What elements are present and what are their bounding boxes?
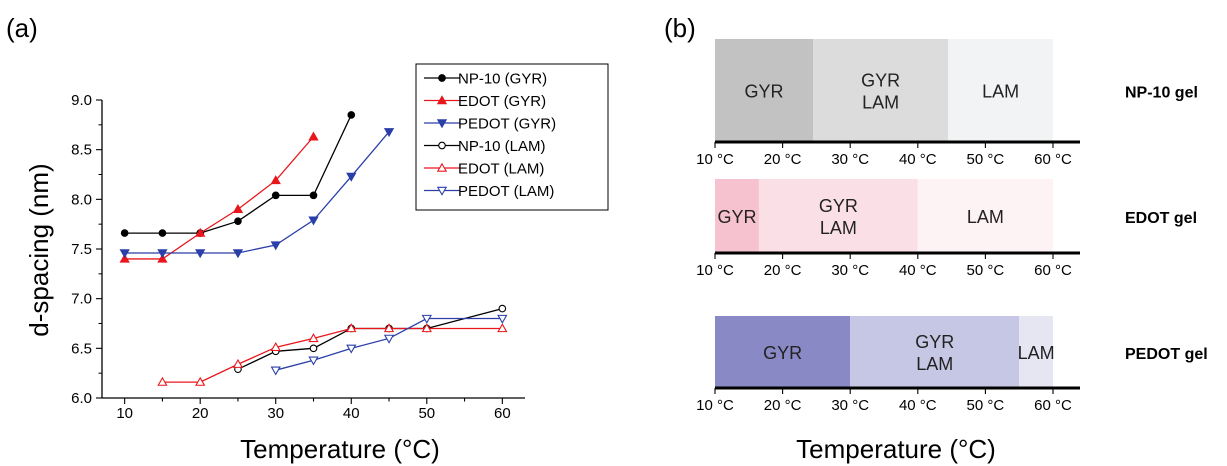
data-point	[272, 192, 279, 199]
data-point	[499, 305, 506, 312]
data-point	[309, 217, 317, 224]
data-point	[121, 230, 128, 237]
legend-label: NP-10 (LAM)	[458, 138, 546, 155]
phase-label: LAM	[820, 218, 857, 238]
timeline-tick-label: 50 °C	[967, 151, 1005, 168]
timeline-tick-label: 30 °C	[831, 151, 869, 168]
panel-a-xlabel: Temperature (°C)	[240, 434, 440, 464]
x-tick-label: 30	[267, 405, 284, 422]
timeline-tick-label: 20 °C	[764, 397, 802, 414]
phase-segment	[850, 316, 1019, 388]
data-point	[310, 345, 317, 352]
timeline-tick-label: 60 °C	[1034, 151, 1072, 168]
legend-label: NP-10 (GYR)	[458, 71, 547, 88]
timeline-tick-label: 30 °C	[831, 262, 869, 279]
timeline-tick-label: 40 °C	[899, 151, 937, 168]
timeline-tick-label: 60 °C	[1034, 397, 1072, 414]
data-point	[348, 112, 355, 119]
y-tick-label: 8.0	[71, 191, 92, 208]
legend-marker	[439, 142, 446, 149]
panel-a-label: (a)	[6, 13, 38, 43]
y-tick-label: 9.0	[71, 92, 92, 109]
data-point	[159, 230, 166, 237]
timeline-tick-label: 10 °C	[696, 397, 734, 414]
phase-label: GYR	[861, 71, 900, 91]
phase-label: GYR	[819, 196, 858, 216]
phase-label: GYR	[745, 82, 784, 102]
timeline-tick-label: 20 °C	[764, 262, 802, 279]
row-label: NP-10 gel	[1125, 85, 1198, 102]
timeline-tick-label: 60 °C	[1034, 262, 1072, 279]
phase-label: LAM	[982, 82, 1019, 102]
timeline-tick-label: 30 °C	[831, 397, 869, 414]
x-tick-label: 60	[494, 405, 511, 422]
data-point	[234, 360, 242, 367]
timeline-tick-label: 40 °C	[899, 397, 937, 414]
data-point	[310, 192, 317, 199]
phase-label: LAM	[1018, 343, 1055, 363]
x-tick-label: 50	[418, 405, 435, 422]
phase-label: LAM	[916, 354, 953, 374]
phase-label: GYR	[915, 332, 954, 352]
y-tick-label: 7.5	[71, 241, 92, 258]
phase-label: GYR	[717, 207, 756, 227]
timeline-tick-label: 20 °C	[764, 151, 802, 168]
phase-label: LAM	[967, 207, 1004, 227]
timeline-tick-label: 50 °C	[967, 262, 1005, 279]
data-point	[309, 133, 317, 140]
timeline-tick-label: 50 °C	[967, 397, 1005, 414]
x-tick-label: 40	[343, 405, 360, 422]
phase-segment	[759, 179, 918, 253]
panel-a-ylabel: d-spacing (nm)	[24, 163, 54, 336]
row-label: EDOT gel	[1125, 210, 1197, 227]
phase-label: LAM	[862, 93, 899, 113]
series-line	[238, 309, 502, 370]
x-tick-label: 20	[192, 405, 209, 422]
y-tick-label: 8.5	[71, 142, 92, 159]
series-line	[125, 137, 314, 259]
legend-label: EDOT (GYR)	[458, 93, 546, 110]
row-label: PEDOT gel	[1125, 346, 1208, 363]
legend-label: PEDOT (LAM)	[458, 183, 554, 200]
y-tick-label: 7.0	[71, 291, 92, 308]
y-tick-label: 6.5	[71, 340, 92, 357]
phase-label: GYR	[763, 343, 802, 363]
x-tick-label: 10	[116, 405, 133, 422]
data-point	[235, 218, 242, 225]
data-point	[272, 367, 280, 374]
data-point	[234, 205, 242, 212]
legend-marker	[439, 75, 446, 82]
panel-a-legend: NP-10 (GYR) EDOT (GYR) PEDOT (GYR) NP-10 (L…	[416, 64, 608, 210]
panel-b-xlabel: Temperature (°C)	[796, 434, 996, 464]
series-line	[162, 328, 502, 382]
phase-segment	[813, 39, 948, 142]
timeline-tick-label: 10 °C	[696, 262, 734, 279]
legend-label: EDOT (LAM)	[458, 161, 544, 178]
timeline-tick-label: 10 °C	[696, 151, 734, 168]
y-tick-label: 6.0	[71, 390, 92, 407]
timeline-tick-label: 40 °C	[899, 262, 937, 279]
legend-label: PEDOT (GYR)	[458, 116, 556, 133]
panel-b-label: (b)	[664, 13, 696, 43]
